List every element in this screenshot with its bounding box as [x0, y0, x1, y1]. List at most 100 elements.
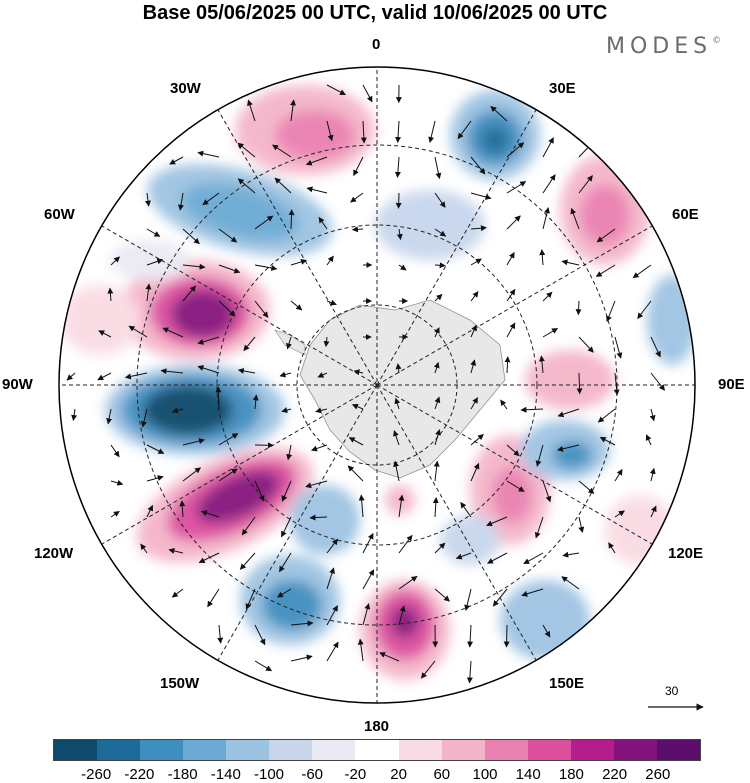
wind-vector	[614, 510, 625, 518]
colorbar-swatch	[355, 740, 399, 760]
wind-vector	[650, 372, 665, 391]
colorbar-tick-label: 20	[390, 766, 407, 783]
wind-vector	[578, 175, 593, 194]
colorbar-tick-label: 220	[602, 766, 628, 783]
wind-vector	[272, 144, 292, 158]
wind-vector	[110, 479, 124, 486]
wind-vector	[351, 226, 364, 233]
wind-vector	[460, 501, 472, 518]
wind-vector	[254, 480, 265, 502]
wind-vector	[487, 552, 508, 564]
wind-vector	[396, 228, 403, 241]
wind-vector	[323, 336, 330, 348]
wind-vector	[649, 467, 656, 482]
wind-vector	[315, 407, 328, 414]
wind-vector	[353, 369, 364, 376]
wind-vector	[317, 372, 328, 378]
colorbar-swatch	[312, 740, 356, 760]
wind-vector	[470, 192, 492, 200]
wind-vector	[326, 120, 334, 142]
wind-vector	[539, 249, 546, 266]
wind-vector	[160, 368, 184, 375]
wind-vector	[562, 551, 580, 558]
lon-label-60w: 60W	[44, 206, 75, 223]
wind-vector	[398, 575, 418, 590]
wind-vector	[506, 444, 520, 457]
wind-vector	[506, 251, 515, 266]
wind-vector	[110, 444, 120, 458]
wind-vector	[128, 325, 148, 338]
wind-vector	[608, 542, 616, 554]
colorbar-tick-label: -220	[124, 766, 155, 783]
colorbar-tick-label: -100	[253, 766, 285, 783]
wind-vector	[290, 300, 303, 311]
wind-vector	[534, 516, 544, 539]
wind-vector	[506, 288, 516, 302]
wind-vector	[110, 256, 120, 266]
wind-vector	[570, 207, 580, 230]
wind-vector	[197, 336, 220, 345]
wind-vector	[434, 293, 443, 302]
wind-vector	[599, 436, 616, 446]
colorbar-tick-labels: -260 -220 -180 -140 -100 -60 -20 20 60 100 140 180 2…	[53, 766, 701, 783]
wind-vector	[145, 192, 151, 207]
wind-vector	[393, 430, 400, 446]
wind-vector	[97, 372, 112, 381]
graticule	[59, 67, 695, 703]
wind-vector	[178, 192, 184, 211]
colorbar-tick-label: -60	[301, 766, 324, 783]
wind-vector	[470, 359, 477, 374]
wind-vector	[218, 300, 236, 317]
wind-vector	[202, 192, 220, 206]
wind-vector	[506, 480, 525, 492]
wind-vector	[393, 460, 400, 482]
wind-vector	[535, 444, 544, 467]
wind-vector	[362, 84, 373, 103]
wind-vector	[243, 336, 256, 352]
wind-vector	[311, 444, 328, 452]
wind-vector	[241, 516, 256, 536]
wind-vector	[197, 150, 220, 158]
wind-vector	[171, 588, 184, 598]
wind-vector	[395, 192, 402, 209]
wind-vector	[168, 548, 184, 554]
wind-vector	[557, 444, 580, 452]
wind-vector	[578, 480, 595, 494]
wind-vector	[506, 322, 516, 338]
wind-vector	[146, 504, 154, 518]
wind-vector	[467, 624, 474, 648]
wind-vector	[470, 462, 480, 482]
colorbar-swatch	[441, 740, 485, 760]
wind-vector	[146, 444, 165, 454]
lon-label-150e: 150E	[549, 675, 585, 692]
lon-label-90e: 90E	[718, 376, 745, 393]
wind-vector	[645, 434, 652, 446]
wind-vector	[276, 588, 292, 598]
wind-vector	[182, 467, 201, 482]
wind-vector	[464, 588, 472, 611]
wind-vector	[578, 336, 594, 353]
wind-vector	[145, 283, 152, 302]
wind-vector	[326, 538, 338, 554]
wind-vector	[245, 588, 256, 610]
wind-vector	[597, 408, 616, 423]
wind-vector	[470, 156, 486, 175]
wind-vector	[394, 156, 401, 178]
colorbar-tick-label: -20	[344, 766, 367, 783]
wind-vector	[506, 181, 527, 194]
wind-vector	[182, 438, 205, 446]
wind-vector	[217, 624, 224, 644]
wind-vector	[274, 177, 292, 194]
wind-vector	[237, 142, 256, 158]
colorbar-swatch	[527, 740, 571, 760]
wind-vector	[326, 84, 346, 96]
wind-vector	[542, 291, 553, 302]
wind-vector	[247, 99, 256, 122]
wind-vector	[434, 192, 446, 208]
wind-vector	[353, 156, 364, 177]
wind-vector	[470, 258, 482, 266]
wind-vector	[632, 264, 652, 279]
wind-vector	[542, 174, 556, 194]
colorbar	[53, 739, 701, 761]
wind-vector	[254, 300, 269, 318]
